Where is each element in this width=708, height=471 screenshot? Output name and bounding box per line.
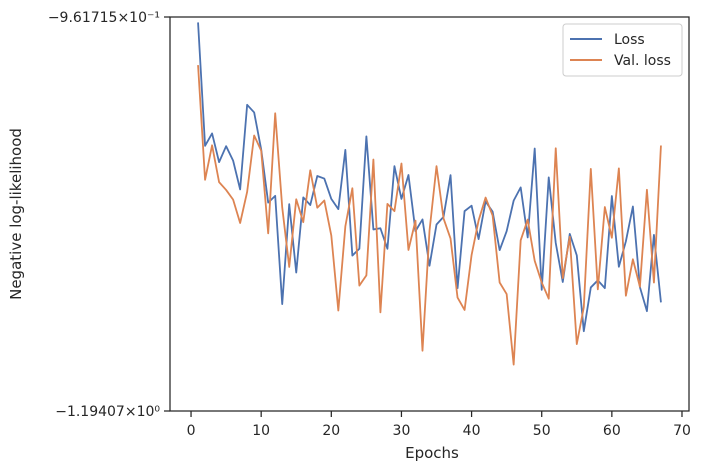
y-tick-label-bottom: −1.19407×10⁰ [55, 404, 160, 420]
x-tick-label: 30 [393, 423, 411, 439]
x-tick-label: 60 [603, 423, 621, 439]
x-tick-label: 50 [533, 423, 551, 439]
x-tick-label: 20 [322, 423, 340, 439]
legend-label-val-loss: Val. loss [614, 53, 671, 69]
x-tick-label: 70 [673, 423, 691, 439]
x-axis-label: Epochs [405, 444, 459, 462]
series-line-loss [197, 22, 662, 333]
legend-label-loss: Loss [614, 32, 645, 48]
series-layer [197, 22, 662, 366]
y-tick-label-top: −9.61715×10⁻¹ [48, 10, 160, 26]
x-tick-label: 10 [252, 423, 270, 439]
x-tick-label: 0 [187, 423, 196, 439]
y-axis-label: Negative log-likelihood [7, 128, 25, 300]
y-axis: −9.61715×10⁻¹ −1.19407×10⁰ [48, 10, 170, 420]
plot-area [197, 22, 662, 366]
series-line-val-loss [197, 65, 662, 366]
x-axis: 0 10 20 30 40 50 60 70 [187, 411, 691, 439]
legend: Loss Val. loss [562, 23, 683, 77]
x-tick-label: 40 [463, 423, 481, 439]
legend-box [562, 23, 683, 77]
plot-frame [169, 16, 690, 412]
